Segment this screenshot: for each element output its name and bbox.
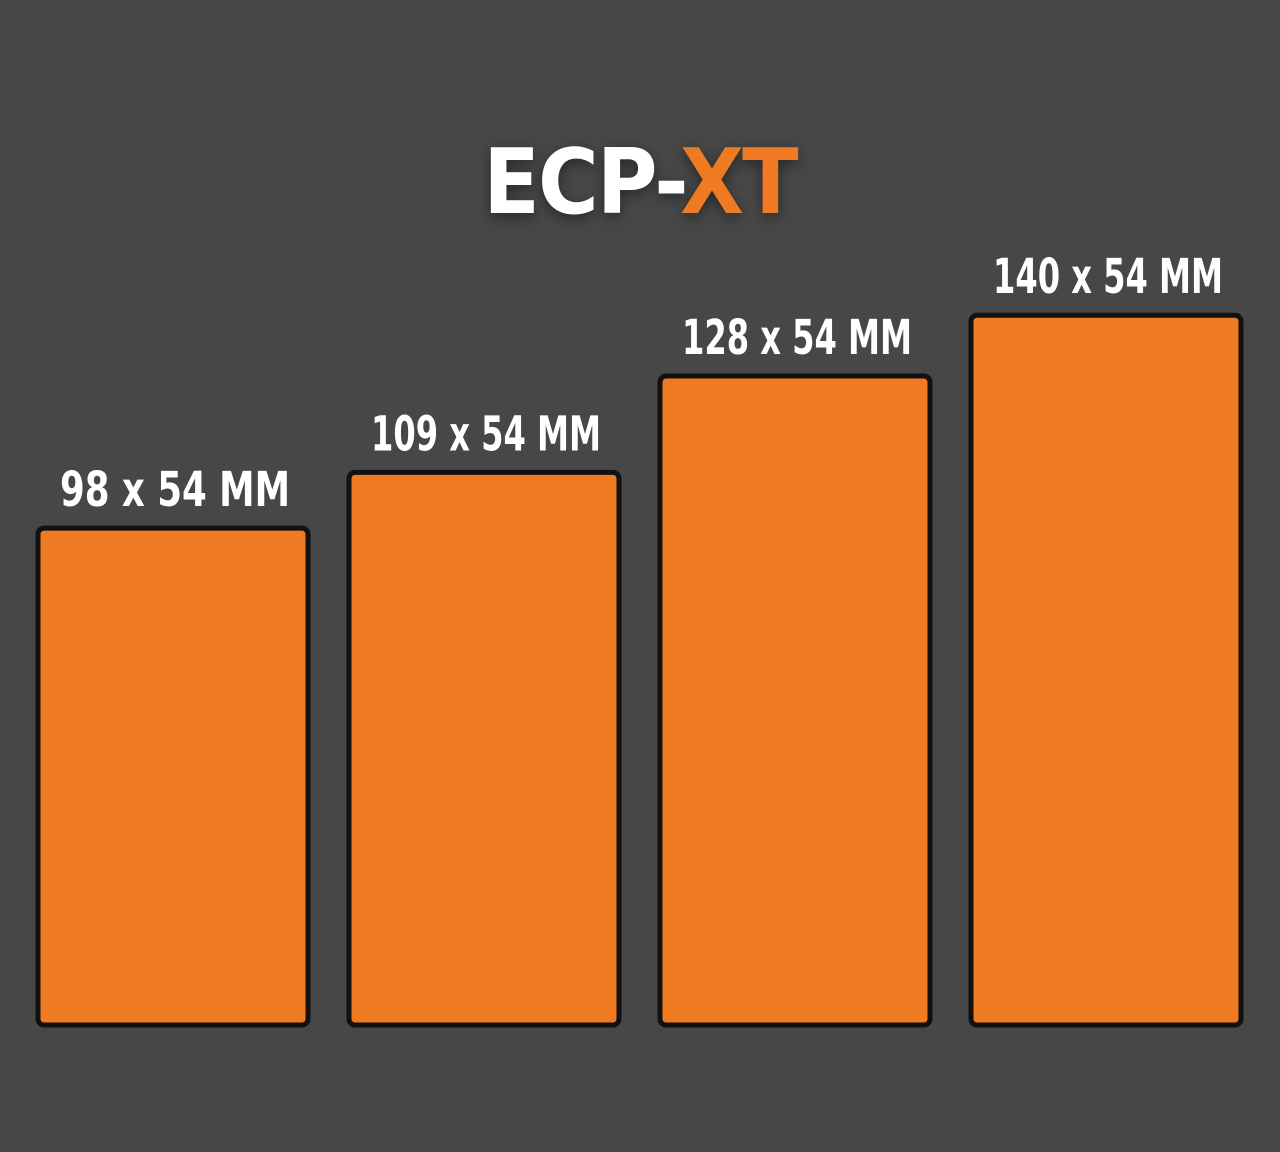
labels-layer: 98 x 54 MM 109 x 54 MM 128 x 54 MM 140 x 54… (60, 249, 1223, 518)
bar-label-2: 109 x 54 MM (371, 406, 601, 462)
bar-3 (657, 373, 933, 1028)
bar-label-3: 128 x 54 MM (682, 310, 912, 366)
bar-1 (35, 525, 311, 1028)
chart-title-accent: XT (680, 130, 798, 235)
bar-2 (346, 469, 622, 1028)
chart-title: ECP-XT (51, 138, 1229, 228)
chart-title-main: ECP- (483, 130, 682, 235)
bars-layer (35, 312, 1244, 1028)
bar-4 (968, 312, 1244, 1028)
bar-label-4: 140 x 54 MM (993, 249, 1223, 305)
bar-label-1: 98 x 54 MM (60, 462, 290, 518)
